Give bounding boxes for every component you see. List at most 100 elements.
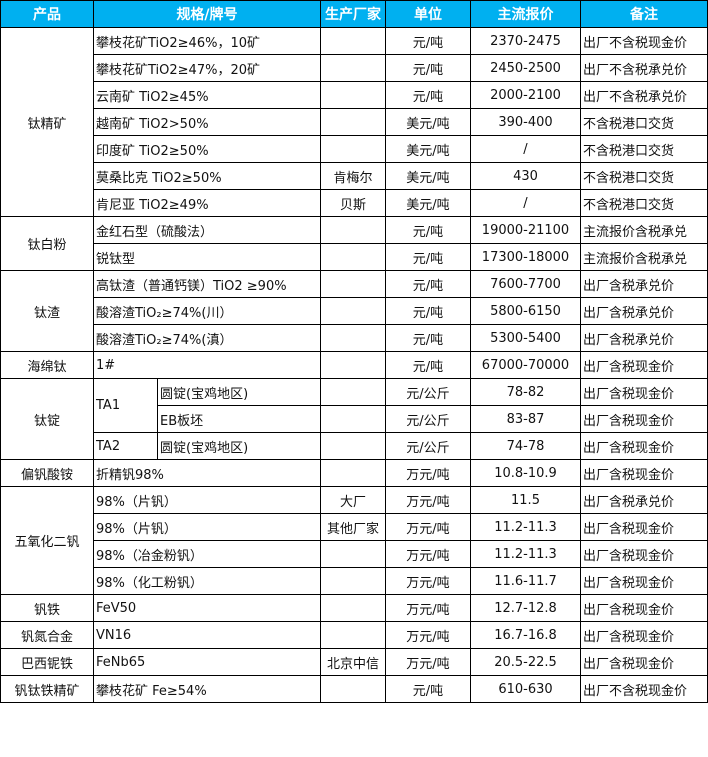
price-cell: 11.2-11.3 (470, 513, 581, 541)
maker-cell (320, 351, 386, 379)
note-cell: 不含税港口交货 (580, 135, 708, 163)
spec-cell: 攀枝花矿TiO2≥46%，10矿 (93, 27, 321, 55)
table-row: 钒氮合金 VN16 万元/吨 16.7-16.8 出厂含税现金价 (0, 621, 708, 649)
unit-cell: 万元/吨 (385, 567, 471, 595)
table-row: 越南矿 TiO2>50% 美元/吨 390-400 不含税港口交货 (1, 108, 708, 136)
price-cell: 430 (470, 162, 581, 190)
maker-cell (320, 243, 386, 271)
unit-cell: 美元/吨 (385, 108, 471, 136)
header-row: 产品 规格/牌号 生产厂家 单位 主流报价 备注 (0, 0, 708, 28)
price-cell: 83-87 (470, 405, 581, 433)
note-cell: 出厂含税现金价 (580, 513, 708, 541)
header-product: 产品 (0, 0, 94, 28)
spec-cell: 圆锭(宝鸡地区) (157, 432, 321, 460)
table-row: 98%（化工粉钒） 万元/吨 11.6-11.7 出厂含税现金价 (1, 567, 708, 595)
spec-cell: 98%（冶金粉钒） (93, 540, 321, 568)
maker-cell (320, 378, 386, 406)
price-cell: 390-400 (470, 108, 581, 136)
note-cell: 出厂不含税现金价 (580, 27, 708, 55)
price-table: 产品 规格/牌号 生产厂家 单位 主流报价 备注 钛精矿 攀枝花矿TiO2≥46%… (0, 0, 708, 703)
spec-cell: 印度矿 TiO2≥50% (93, 135, 321, 163)
price-cell: 2450-2500 (470, 54, 581, 82)
price-cell: 12.7-12.8 (470, 594, 581, 622)
spec-cell: 酸溶渣TiO₂≥74%(滇） (93, 324, 321, 352)
note-cell: 出厂不含税承兑价 (580, 54, 708, 82)
table-row: 印度矿 TiO2≥50% 美元/吨 / 不含税港口交货 (1, 135, 708, 163)
product-cell: 海绵钛 (0, 351, 94, 379)
spec-cell: 高钛渣（普通钙镁）TiO2 ≥90% (93, 270, 321, 298)
product-cell: 钛白粉 (0, 216, 94, 271)
table-row: 钒钛铁精矿 攀枝花矿 Fe≥54% 元/吨 610-630 出厂不含税现金价 (0, 675, 708, 703)
note-cell: 出厂含税现金价 (580, 432, 708, 460)
header-price: 主流报价 (470, 0, 581, 28)
maker-cell (320, 81, 386, 109)
table-row: 钛白粉 金红石型（硫酸法） 元/吨 19000-21100 主流报价含税承兑 (0, 216, 708, 271)
note-cell: 出厂含税现金价 (580, 378, 708, 406)
maker-cell: 北京中信 (320, 648, 386, 676)
note-cell: 出厂含税现金价 (580, 459, 708, 487)
table-row: 肯尼亚 TiO2≥49% 贝斯 美元/吨 / 不含税港口交货 (1, 189, 708, 217)
unit-cell: 万元/吨 (385, 540, 471, 568)
note-cell: 主流报价含税承兑 (580, 216, 708, 244)
maker-cell (320, 675, 386, 703)
maker-cell (320, 270, 386, 298)
maker-cell (320, 27, 386, 55)
table-row: 偏钒酸铵 折精钒98% 万元/吨 10.8-10.9 出厂含税现金价 (0, 459, 708, 487)
price-cell: 11.5 (470, 486, 581, 514)
note-cell: 出厂含税现金价 (580, 648, 708, 676)
unit-cell: 元/公斤 (385, 378, 471, 406)
note-cell: 出厂含税现金价 (580, 567, 708, 595)
price-cell: 67000-70000 (470, 351, 581, 379)
table-row: 海绵钛 1# 元/吨 67000-70000 出厂含税现金价 (0, 351, 708, 379)
note-cell: 出厂含税承兑价 (580, 297, 708, 325)
unit-cell: 元/吨 (385, 216, 471, 244)
spec-cell: 肯尼亚 TiO2≥49% (93, 189, 321, 217)
price-cell: 20.5-22.5 (470, 648, 581, 676)
price-cell: 5800-6150 (470, 297, 581, 325)
maker-cell: 贝斯 (320, 189, 386, 217)
spec-cell: 金红石型（硫酸法） (93, 216, 321, 244)
maker-cell (320, 324, 386, 352)
unit-cell: 美元/吨 (385, 162, 471, 190)
table-row: 酸溶渣TiO₂≥74%(川） 元/吨 5800-6150 出厂含税承兑价 (1, 297, 708, 325)
price-cell: 610-630 (470, 675, 581, 703)
price-cell: 2000-2100 (470, 81, 581, 109)
grade-cell: TA2 (93, 432, 158, 460)
header-maker: 生产厂家 (320, 0, 386, 28)
maker-cell (320, 135, 386, 163)
price-cell: 2370-2475 (470, 27, 581, 55)
spec-cell: 云南矿 TiO2≥45% (93, 81, 321, 109)
header-spec: 规格/牌号 (93, 0, 321, 28)
table-row: 钛精矿 攀枝花矿TiO2≥46%，10矿 元/吨 2370-2475 出厂不含税现金价 (0, 27, 708, 217)
note-cell: 出厂含税现金价 (580, 621, 708, 649)
price-cell: 16.7-16.8 (470, 621, 581, 649)
spec-cell: FeNb65 (93, 648, 321, 676)
table-row: 98%（片钒） 其他厂家 万元/吨 11.2-11.3 出厂含税现金价 (1, 513, 708, 541)
spec-cell: 锐钛型 (93, 243, 321, 271)
grade-cell: TA1 (93, 378, 158, 433)
unit-cell: 元/吨 (385, 27, 471, 55)
unit-cell: 元/吨 (385, 54, 471, 82)
note-cell: 主流报价含税承兑 (580, 243, 708, 271)
table-row: 攀枝花矿TiO2≥47%，20矿 元/吨 2450-2500 出厂不含税承兑价 (1, 54, 708, 82)
unit-cell: 万元/吨 (385, 648, 471, 676)
spec-cell: EB板坯 (157, 405, 321, 433)
product-cell: 钛锭 (0, 378, 94, 460)
unit-cell: 万元/吨 (385, 621, 471, 649)
note-cell: 出厂含税现金价 (580, 594, 708, 622)
table-row: 巴西铌铁 FeNb65 北京中信 万元/吨 20.5-22.5 出厂含税现金价 (0, 648, 708, 676)
spec-cell: FeV50 (93, 594, 321, 622)
unit-cell: 元/吨 (385, 675, 471, 703)
table-row: 98%（冶金粉钒） 万元/吨 11.2-11.3 出厂含税现金价 (1, 540, 708, 568)
header-unit: 单位 (385, 0, 471, 28)
table-row: 五氧化二钒 98%（片钒） 大厂 万元/吨 11.5 出厂含税承兑价 (0, 486, 708, 595)
table-row: 酸溶渣TiO₂≥74%(滇） 元/吨 5300-5400 出厂含税承兑价 (1, 324, 708, 352)
spec-cell: 攀枝花矿TiO2≥47%，20矿 (93, 54, 321, 82)
note-cell: 不含税港口交货 (580, 189, 708, 217)
note-cell: 出厂含税现金价 (580, 405, 708, 433)
spec-cell: 越南矿 TiO2>50% (93, 108, 321, 136)
table-row: 莫桑比克 TiO2≥50% 肯梅尔 美元/吨 430 不含税港口交货 (1, 162, 708, 190)
unit-cell: 美元/吨 (385, 135, 471, 163)
maker-cell (320, 405, 386, 433)
note-cell: 出厂含税承兑价 (580, 324, 708, 352)
